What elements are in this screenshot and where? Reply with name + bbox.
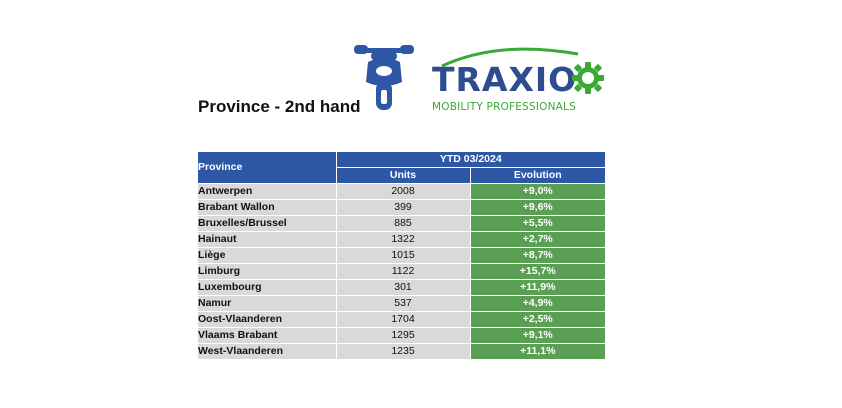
evolution-value: +15,7% (470, 263, 605, 280)
province-name: Limburg (198, 263, 337, 280)
province-name: Bruxelles/Brussel (198, 215, 337, 232)
page-title: Province - 2nd hand (198, 97, 361, 116)
evolution-value: +9,6% (470, 199, 605, 216)
header-province: Province (198, 152, 337, 184)
gear-icon (572, 62, 604, 94)
table-row: West-Vlaanderen 1235 +11,1% (198, 343, 605, 360)
header-evolution: Evolution (470, 167, 605, 184)
units-value: 537 (336, 295, 471, 312)
evolution-value: +9,1% (470, 327, 605, 344)
traxio-logo: TRAXIO MOBILITY PROFESSIONALS (428, 42, 608, 117)
table-row: Limburg 1122 +15,7% (198, 263, 605, 280)
province-name: Oost-Vlaanderen (198, 311, 337, 328)
evolution-value: +5,5% (470, 215, 605, 232)
units-value: 885 (336, 215, 471, 232)
units-value: 1122 (336, 263, 471, 280)
table-row: Namur 537 +4,9% (198, 295, 605, 312)
province-name: Liège (198, 247, 337, 264)
evolution-value: +2,5% (470, 311, 605, 328)
province-name: Luxembourg (198, 279, 337, 296)
table-row: Hainaut 1322 +2,7% (198, 231, 605, 248)
table-row: Vlaams Brabant 1295 +9,1% (198, 327, 605, 344)
units-value: 1704 (336, 311, 471, 328)
table-row: Bruxelles/Brussel 885 +5,5% (198, 215, 605, 232)
units-value: 1322 (336, 231, 471, 248)
province-name: Antwerpen (198, 183, 337, 200)
units-value: 2008 (336, 183, 471, 200)
table-row: Liège 1015 +8,7% (198, 247, 605, 264)
evolution-value: +11,9% (470, 279, 605, 296)
logo-swoosh (441, 47, 579, 68)
header-period: YTD 03/2024 (336, 152, 605, 168)
units-value: 1235 (336, 343, 471, 360)
evolution-value: +2,7% (470, 231, 605, 248)
evolution-value: +8,7% (470, 247, 605, 264)
units-value: 399 (336, 199, 471, 216)
province-name: Namur (198, 295, 337, 312)
header-units: Units (336, 167, 471, 184)
table-row: Luxembourg 301 +11,9% (198, 279, 605, 296)
province-table: Province YTD 03/2024 Units Evolution Ant… (198, 152, 605, 360)
table-row: Oost-Vlaanderen 1704 +2,5% (198, 311, 605, 328)
logo-wordmark: TRAXIO (432, 60, 578, 99)
units-value: 1015 (336, 247, 471, 264)
evolution-value: +4,9% (470, 295, 605, 312)
units-value: 301 (336, 279, 471, 296)
evolution-value: +11,1% (470, 343, 605, 360)
province-name: Vlaams Brabant (198, 327, 337, 344)
motorcycle-icon (354, 45, 414, 110)
units-value: 1295 (336, 327, 471, 344)
evolution-value: +9,0% (470, 183, 605, 200)
table-row: Brabant Wallon 399 +9,6% (198, 199, 605, 216)
province-name: Hainaut (198, 231, 337, 248)
table-row: Antwerpen 2008 +9,0% (198, 183, 605, 200)
province-name: West-Vlaanderen (198, 343, 337, 360)
province-name: Brabant Wallon (198, 199, 337, 216)
logo-tagline: MOBILITY PROFESSIONALS (432, 101, 576, 113)
